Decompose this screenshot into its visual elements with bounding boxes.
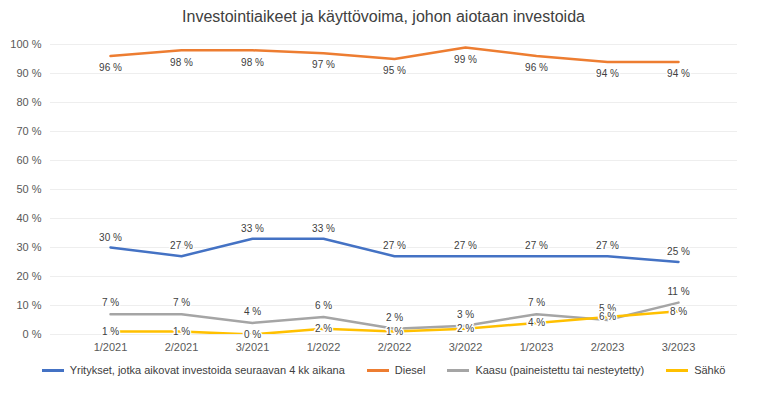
svg-text:6 %: 6 % [599,311,616,322]
svg-text:4 %: 4 % [528,317,545,328]
svg-text:2 %: 2 % [457,323,474,334]
svg-text:50 %: 50 % [16,183,41,195]
svg-text:98 %: 98 % [241,57,264,68]
svg-text:94 %: 94 % [667,68,690,79]
svg-text:1 %: 1 % [102,326,119,337]
svg-text:8 %: 8 % [670,306,687,317]
svg-text:27 %: 27 % [170,240,193,251]
svg-text:80 %: 80 % [16,96,41,108]
svg-text:1 %: 1 % [386,326,403,337]
svg-text:97 %: 97 % [312,59,335,70]
svg-text:5 %: 5 % [598,303,617,315]
svg-text:11 %: 11 % [667,286,689,297]
svg-text:100 %: 100 % [10,38,41,50]
html-text:Diesel: Diesel [394,364,426,376]
html-text:Investointiaikeet ja käyttövoi: Investointiaikeet ja käyttövoima, johon … [182,8,585,25]
svg-text:1/2022: 1/2022 [307,341,341,353]
svg-text:3 %: 3 % [457,309,474,320]
svg-text:2/2022: 2/2022 [378,341,412,353]
svg-text:1/2021: 1/2021 [94,341,128,353]
svg-text:3/2022: 3/2022 [449,341,483,353]
svg-text:60 %: 60 % [16,154,41,166]
html-text:Sähkö: Sähkö [694,364,726,376]
svg-text:27 %: 27 % [454,240,477,251]
svg-text:33 %: 33 % [312,223,335,234]
svg-text:3/2023: 3/2023 [662,341,696,353]
svg-text:2/2021: 2/2021 [165,341,199,353]
svg-text:10 %: 10 % [16,299,41,311]
svg-text:7 %: 7 % [102,297,119,308]
svg-text:25 %: 25 % [667,246,690,257]
svg-text:99 %: 99 % [454,54,477,65]
svg-text:3/2021: 3/2021 [236,341,270,353]
html-text:Yritykset, jotka aikovat inves: Yritykset, jotka aikovat investoida seur… [69,364,345,376]
svg-text:4 %: 4 % [244,306,261,317]
svg-text:7 %: 7 % [173,297,190,308]
svg-text:27 %: 27 % [525,240,548,251]
svg-text:30 %: 30 % [16,241,41,253]
svg-text:40 %: 40 % [16,212,41,224]
html-text:Kaasu (paineistettu tai nestey: Kaasu (paineistettu tai nesteytetty) [475,364,645,376]
svg-text:96 %: 96 % [525,62,548,73]
svg-text:6 %: 6 % [315,300,332,311]
svg-text:70 %: 70 % [16,125,41,137]
svg-text:90 %: 90 % [16,67,41,79]
svg-text:98 %: 98 % [170,57,193,68]
svg-text:95 %: 95 % [383,65,406,76]
svg-text:0 %: 0 % [244,329,261,340]
svg-text:0 %: 0 % [23,328,42,340]
svg-text:2 %: 2 % [386,312,403,323]
svg-text:1/2023: 1/2023 [520,341,554,353]
svg-text:96 %: 96 % [99,62,122,73]
svg-text:30 %: 30 % [99,232,122,243]
svg-text:33 %: 33 % [241,223,264,234]
svg-text:7 %: 7 % [528,297,545,308]
svg-text:94 %: 94 % [596,68,619,79]
svg-text:27 %: 27 % [383,240,406,251]
svg-text:1 %: 1 % [173,326,190,337]
svg-text:20 %: 20 % [16,270,41,282]
svg-text:2/2023: 2/2023 [591,341,625,353]
svg-text:27 %: 27 % [596,240,619,251]
svg-text:2 %: 2 % [315,323,332,334]
